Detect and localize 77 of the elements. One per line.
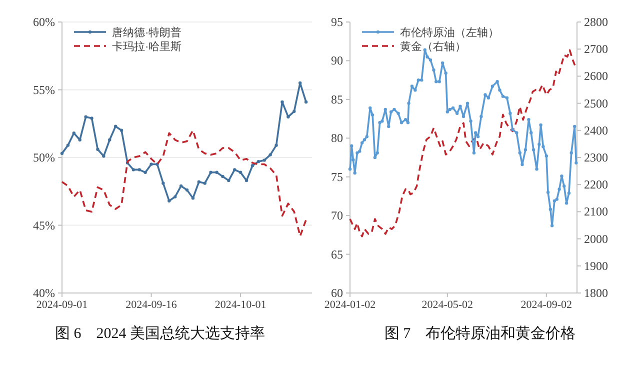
y-tick-label: 55% bbox=[33, 82, 55, 97]
point bbox=[144, 170, 147, 174]
y2-tick-label: 2600 bbox=[584, 69, 608, 84]
point bbox=[179, 184, 183, 188]
point bbox=[238, 170, 242, 174]
text: 图 7 布伦特原油和黄金价格 bbox=[384, 325, 576, 342]
y-tick-label: 45% bbox=[33, 218, 55, 232]
point bbox=[227, 178, 230, 182]
point bbox=[60, 152, 64, 156]
point bbox=[298, 81, 302, 85]
x-tick-label: 2024-10-01 bbox=[214, 299, 266, 311]
y2-tick-label: 2500 bbox=[584, 96, 608, 110]
point bbox=[197, 180, 201, 184]
point bbox=[162, 182, 165, 185]
point bbox=[120, 128, 124, 132]
point bbox=[268, 153, 272, 156]
y2-tick-label: 2300 bbox=[584, 150, 608, 164]
point bbox=[280, 100, 284, 104]
y2-tick-label: 2700 bbox=[584, 42, 608, 56]
point bbox=[108, 138, 112, 142]
point bbox=[221, 174, 224, 178]
y-tick-label: 80 bbox=[331, 131, 343, 146]
x-tick-label: 2024-09-01 bbox=[36, 299, 88, 311]
point bbox=[209, 170, 212, 174]
point bbox=[168, 199, 171, 202]
point bbox=[274, 144, 278, 147]
y-tick-label: 60% bbox=[33, 15, 55, 29]
y-tick-label: 85 bbox=[331, 92, 343, 106]
line-series bbox=[61, 130, 307, 237]
y-tick-label: 40% bbox=[33, 286, 55, 300]
point bbox=[304, 100, 308, 104]
y-tick-label: 90 bbox=[331, 54, 343, 68]
y2-tick-label: 2100 bbox=[584, 204, 608, 219]
y2-tick-label: 2000 bbox=[584, 232, 608, 246]
point bbox=[233, 168, 236, 172]
y2-tick-label: 1800 bbox=[584, 286, 608, 300]
y-tick-label: 65 bbox=[331, 247, 343, 262]
y-tick-label: 60 bbox=[331, 286, 343, 300]
point bbox=[292, 110, 296, 114]
legend-label: 唐纳德·特朗普 bbox=[112, 26, 182, 39]
point bbox=[256, 160, 260, 164]
point bbox=[150, 162, 153, 166]
point bbox=[215, 170, 218, 174]
point bbox=[203, 182, 206, 185]
legend-label: 卡玛拉·哈里斯 bbox=[112, 40, 182, 53]
point bbox=[250, 164, 254, 168]
x-tick-label: 2024-09-02 bbox=[520, 299, 572, 311]
y2-tick-label: 2400 bbox=[584, 123, 608, 138]
y-tick-label: 75 bbox=[331, 170, 343, 184]
point bbox=[262, 158, 266, 162]
x-tick-label: 2024-05-02 bbox=[422, 299, 474, 311]
y-tick-label: 70 bbox=[331, 208, 343, 223]
x-tick-label: 2024-01-02 bbox=[324, 299, 376, 311]
point bbox=[72, 132, 76, 135]
point bbox=[66, 144, 70, 147]
point bbox=[191, 196, 195, 200]
point bbox=[173, 195, 177, 198]
y2-tick-label: 2200 bbox=[584, 178, 608, 192]
point bbox=[286, 115, 290, 118]
y-tick-label: 50% bbox=[33, 150, 55, 164]
point bbox=[90, 116, 94, 120]
legend-label: 黄金（右轴） bbox=[400, 40, 466, 53]
line-series bbox=[60, 81, 308, 202]
y2-tick-label: 1900 bbox=[584, 258, 608, 273]
point bbox=[78, 138, 82, 142]
point bbox=[96, 148, 100, 151]
y2-tick-label: 2800 bbox=[584, 15, 608, 29]
point bbox=[132, 168, 136, 172]
point bbox=[185, 188, 189, 192]
x-tick-label: 2024-09-16 bbox=[126, 299, 178, 311]
point bbox=[84, 115, 88, 118]
point bbox=[138, 168, 141, 172]
point bbox=[102, 154, 106, 158]
y-tick-label: 95 bbox=[331, 15, 343, 29]
legend-label: 布伦特原油（左轴） bbox=[400, 26, 499, 39]
point bbox=[114, 124, 118, 128]
text: 图 6 2024 美国总统大选支持率 bbox=[55, 325, 265, 342]
